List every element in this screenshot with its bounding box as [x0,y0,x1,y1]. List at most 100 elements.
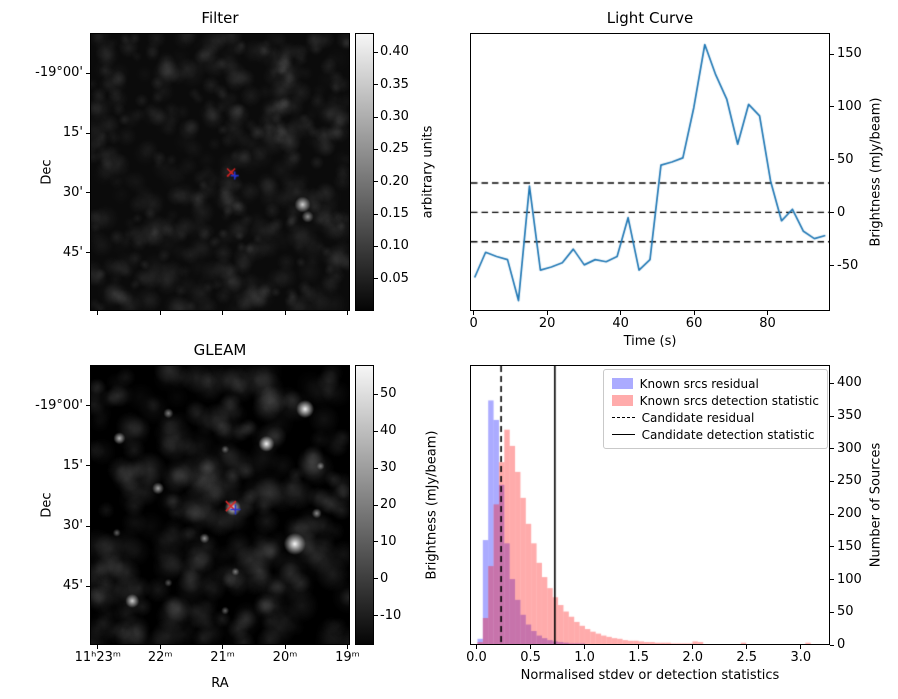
tick-mark [86,72,90,74]
tick-label: 2.0 [682,650,704,665]
tick-label: 1.0 [574,650,595,665]
gleam-colorbar [355,365,374,645]
tick-mark [159,311,161,315]
tick-label: 2.5 [736,650,758,665]
tick-label: 60 [685,316,703,331]
tick-label: 10 [380,533,397,549]
tick-mark [97,311,99,315]
filter-ylabel: Dec [39,159,55,185]
histogram-ylabel: Number of Sources [868,442,884,568]
tick-mark [693,311,695,315]
tick-mark [830,106,834,108]
legend-item: Candidate residual [611,409,819,426]
tick-mark [692,645,694,649]
legend-swatch-solid-line [611,434,635,435]
tick-mark [830,513,834,515]
tick-label: 30 [380,460,397,476]
tick-label: -19°00' [35,65,83,81]
tick-label: 400 [837,375,862,391]
tick-mark [284,311,286,315]
tick-label: 0.30 [380,109,409,125]
tick-mark [475,645,477,649]
tick-mark [86,525,90,527]
tick-mark [800,645,802,649]
filter-colorbar [355,33,374,311]
tick-mark [86,252,90,254]
tick-mark [86,192,90,194]
tick-mark [222,645,224,649]
tick-mark [374,467,378,469]
histogram-xlabel: Normalised stdev or detection statistics [520,668,780,683]
tick-label: 250 [837,473,862,489]
tick-mark [86,465,90,467]
tick-mark [346,645,348,649]
tick-label: 15' [62,457,83,473]
filter-plot [90,33,350,311]
legend-label: Candidate residual [641,410,755,425]
tick-label: 22ᵐ [147,650,173,665]
legend-label: Candidate detection statistic [641,427,815,442]
tick-label: 0.40 [380,44,409,60]
tick-label: 30' [62,518,83,533]
tick-mark [830,415,834,417]
legend-swatch-red-patch [611,395,633,406]
tick-label: 1.5 [628,650,649,665]
lightcurve-ylabel: Brightness (mJy/beam) [868,97,884,247]
tick-mark [374,84,378,86]
tick-label: 15' [62,125,83,141]
tick-mark [830,212,834,214]
tick-mark [374,504,378,506]
tick-mark [767,311,769,315]
gleam-image [91,366,349,644]
tick-label: 50 [380,386,397,402]
tick-mark [374,615,378,617]
tick-mark [830,480,834,482]
tick-mark [374,245,378,247]
tick-label: 0.25 [380,141,409,157]
tick-mark [830,159,834,161]
tick-mark [374,278,378,280]
tick-mark [830,448,834,450]
tick-mark [86,585,90,587]
tick-label: 11ʰ23ᵐ [74,650,122,665]
tick-label: 45' [62,244,83,260]
histogram-legend: Known srcs residual Known srcs detection… [602,369,828,449]
tick-label: 20ᵐ [272,650,298,665]
tick-mark [830,265,834,267]
lightcurve-chart [471,34,829,310]
tick-label: 45' [62,578,83,594]
tick-mark [374,148,378,150]
tick-mark [830,611,834,613]
tick-label: 350 [837,408,862,424]
tick-mark [374,213,378,215]
tick-label: -10 [380,607,402,623]
tick-label: 0.15 [380,206,409,222]
tick-mark [86,132,90,134]
gleam-title: GLEAM [193,341,247,359]
tick-mark [374,430,378,432]
tick-label: 0 [380,570,389,586]
tick-mark [830,382,834,384]
tick-label: 200 [837,506,862,522]
tick-label: -19°00' [35,397,83,413]
tick-label: -50 [837,257,859,273]
tick-label: 50 [837,604,854,620]
tick-mark [530,645,532,649]
tick-label: 0 [837,204,846,220]
tick-label: 0 [837,637,846,652]
tick-label: 0 [469,316,478,331]
tick-label: 20 [538,316,556,331]
tick-mark [546,311,548,315]
tick-label: 3.0 [790,650,812,665]
tick-label: 19ᵐ [335,650,360,665]
tick-mark [374,181,378,183]
tick-label: 0.20 [380,173,409,189]
filter-title: Filter [201,9,239,27]
tick-mark [638,645,640,649]
legend-item: Known srcs detection statistic [611,392,819,409]
tick-mark [159,645,161,649]
tick-label: 300 [837,440,862,456]
filter-colorbar-label: arbitrary units [420,125,436,219]
tick-label: 80 [759,316,776,331]
gleam-plot [90,365,350,645]
